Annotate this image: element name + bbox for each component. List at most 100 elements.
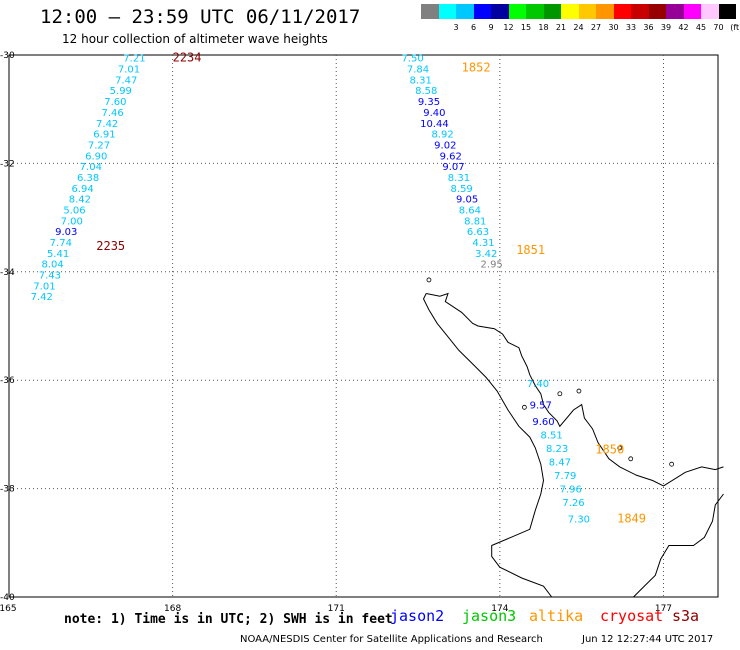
lat-tick-label: -36 [0,376,15,386]
swh-value-label: 6.90 [85,151,107,162]
swh-value-label: 9.05 [456,195,478,206]
lon-tick-label: 177 [655,604,672,614]
lon-tick-label: 174 [491,604,508,614]
satellite-label-s3a: s3a [672,607,700,625]
swh-value-label: 7.00 [61,216,83,227]
swh-value-label: 5.41 [47,249,69,260]
lat-tick-label: -32 [0,159,15,169]
scale-swatch [701,4,719,19]
swh-value-label: 8.92 [431,130,453,141]
scale-swatch [508,4,526,19]
scale-swatch [456,4,474,19]
generated-timestamp: Jun 12 12:27:44 UTC 2017 [582,634,714,645]
scale-label: 21 [555,23,567,32]
pass-time-label: 1852 [462,60,491,74]
scale-swatch [526,4,544,19]
swh-value-label: 8.51 [541,430,563,441]
scale-swatch [438,4,456,19]
island-outline [521,404,527,410]
swh-value-label: 7.42 [31,292,53,303]
swh-value-label: 7.30 [568,514,590,525]
swh-value-label: 8.59 [451,184,473,195]
scale-label: 42 [678,23,689,32]
pass-time-label: 2235 [96,239,125,253]
island-outline [617,445,623,451]
scale-label: 39 [660,23,672,32]
swh-value-label: 8.81 [464,216,486,227]
swh-value-label: 8.47 [549,458,571,469]
scale-label: 6 [470,23,477,32]
swh-value-label: 7.84 [407,65,429,76]
scale-swatch [718,4,736,19]
swh-value-label: 8.31 [410,75,432,86]
swh-value-label: 6.94 [71,184,93,195]
pass-time-label: 1851 [516,243,545,257]
swh-value-label: 3.42 [475,249,497,260]
scale-swatch [613,4,631,19]
island-outline [669,461,675,467]
footer-note: note: 1) Time is in UTC; 2) SWH is in fe… [64,612,393,627]
scale-swatch [561,4,579,19]
lat-tick-label: -38 [0,485,15,495]
satellite-label-jason2: jason2 [390,607,445,625]
swh-value-label: 7.60 [104,97,126,108]
swh-value-label: 10.44 [420,119,449,130]
scale-label: 18 [538,23,549,32]
swh-value-label: 7.74 [50,238,72,249]
swh-value-label: 6.63 [467,227,489,238]
swh-value-label: 7.40 [527,379,549,390]
pass-time-label: 1850 [595,443,624,457]
swh-value-label: 8.64 [459,205,481,216]
swh-value-label: 9.40 [423,108,445,119]
swh-value-label: 9.07 [442,162,464,173]
scale-label: 36 [643,23,654,32]
chart-title: 12:00 – 23:59 UTC 06/11/2017 [40,6,361,28]
swh-value-label: 8.42 [69,195,91,206]
lat-tick-label: -34 [0,268,15,278]
scale-swatch [648,4,666,19]
swh-value-label: 7.96 [560,485,582,496]
swh-value-label: 7.21 [123,54,145,65]
swh-value-label: 7.46 [101,108,123,119]
scale-label: 24 [573,23,584,32]
scale-label: 3 [453,23,459,32]
swh-value-label: 7.43 [39,271,61,282]
lon-tick-label: 168 [164,604,181,614]
scale-label: 45 [695,23,707,32]
swh-value-label: 7.01 [33,281,55,292]
satellite-label-jason3: jason3 [462,607,517,625]
scale-swatch [596,4,614,19]
swh-value-label: 4.31 [472,238,494,249]
swh-value-label: 2.95 [481,260,503,271]
swh-value-label: 7.47 [115,75,137,86]
island-outline [426,277,432,283]
swh-value-label: 8.31 [448,173,470,184]
scale-swatch [491,4,509,19]
coastline-north-east [426,292,724,487]
swh-value-label: 7.01 [118,65,140,76]
swh-value-label: 8.23 [546,444,568,455]
pass-time-label: 2234 [173,51,202,65]
swh-value-label: 6.91 [93,130,115,141]
lat-tick-label: -40 [0,593,15,603]
scale-label: 30 [608,23,619,32]
swh-value-label: 9.03 [55,227,77,238]
island-outline [557,391,563,397]
scale-label: 15 [520,23,532,32]
swh-value-label: 7.50 [401,54,423,65]
lon-tick-label: 165 [0,604,17,614]
scale-swatch [683,4,701,19]
coastline-west [422,293,553,598]
map-frame [8,54,719,598]
scale-swatch [473,4,491,19]
swh-value-label: 9.60 [532,417,554,428]
scale-label: 33 [625,23,637,32]
swh-value-label: 7.42 [96,119,118,130]
scale-swatch [543,4,561,19]
swh-value-label: 9.57 [530,401,552,412]
scale-label: 9 [488,23,494,32]
lon-tick-label: 171 [328,604,345,614]
swh-value-label: 7.26 [562,498,584,509]
